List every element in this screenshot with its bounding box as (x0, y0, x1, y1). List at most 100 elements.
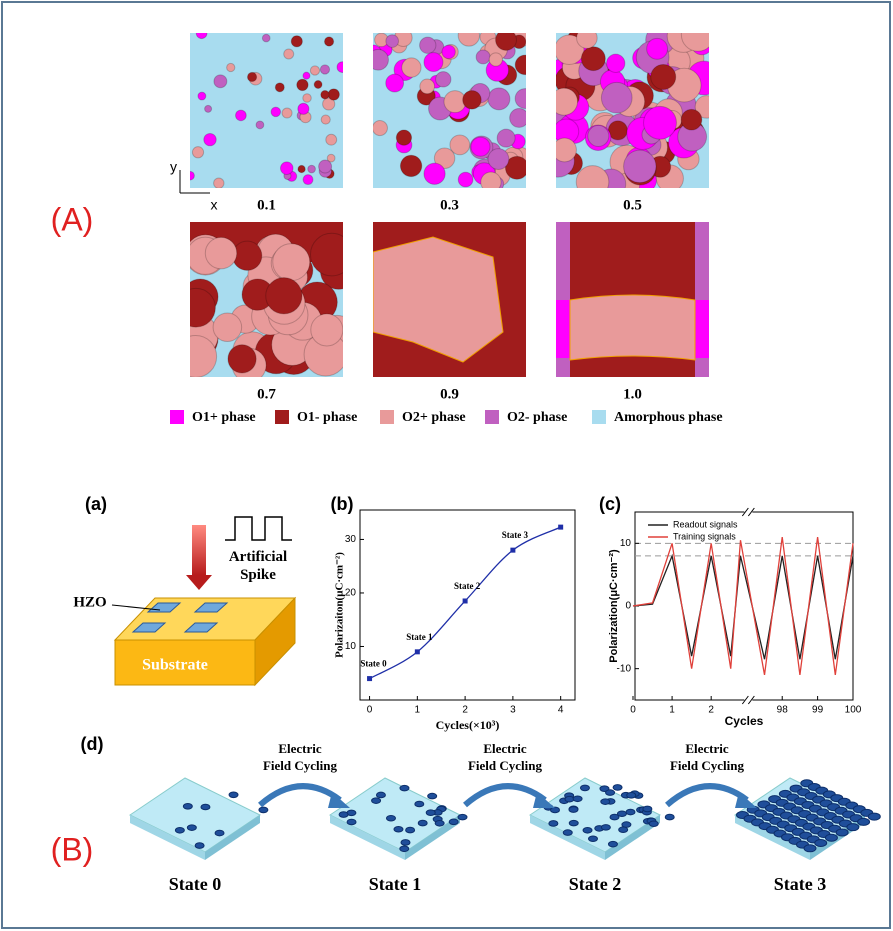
image-label: 0.3 (440, 197, 459, 213)
domain (568, 819, 579, 827)
grain (514, 54, 526, 76)
grain (320, 90, 330, 100)
x-tick-label: 4 (558, 705, 564, 716)
grain (272, 243, 311, 282)
simulation-image (190, 33, 343, 188)
state-label: State 3 (774, 874, 827, 894)
grain (646, 37, 669, 60)
y-tick-label: 0 (625, 601, 631, 612)
domain (579, 784, 590, 792)
domain (607, 840, 618, 848)
simulation-image (556, 222, 709, 377)
domain (434, 819, 445, 827)
y-tick-label: 10 (620, 538, 632, 549)
grain (204, 104, 213, 113)
arrow-head (328, 792, 350, 808)
domain (846, 823, 860, 832)
legend-label: O2- phase (507, 410, 567, 425)
x-tick-label: 0 (367, 705, 373, 716)
domain (399, 845, 410, 853)
arrow-text: Electric Field Cycling (263, 741, 338, 773)
domain (835, 828, 849, 837)
grain (213, 177, 225, 188)
simulation-image (373, 33, 526, 188)
grain (575, 165, 610, 188)
grain (326, 153, 336, 163)
grain (302, 93, 312, 103)
domain (609, 813, 620, 821)
domain (612, 784, 623, 791)
y-tick-label: -10 (617, 663, 632, 674)
annotation: State 2 (454, 581, 481, 591)
image-label: 0.7 (257, 386, 276, 402)
grain (623, 149, 657, 184)
domain (642, 805, 653, 813)
grain (385, 73, 405, 93)
y-axis-label: Polarization(μC·cm⁻²) (608, 549, 620, 663)
x-axis-label: Cycles (725, 714, 764, 728)
grain (423, 52, 444, 73)
legend-swatch (592, 410, 606, 424)
legend-label: Amorphous phase (614, 410, 723, 425)
grain (261, 33, 271, 43)
arrow-head (533, 792, 555, 808)
domain (258, 806, 269, 814)
domain (605, 789, 616, 796)
grain (246, 71, 258, 83)
x-tick-label: 99 (812, 705, 824, 716)
axis-name: x (211, 197, 218, 213)
grain (395, 129, 413, 146)
arrow-head (735, 792, 757, 808)
domain (549, 806, 560, 814)
substrate-side (130, 815, 205, 860)
grain (441, 44, 456, 60)
domain (400, 839, 411, 846)
domain (194, 842, 205, 849)
panel-label: (B) (51, 831, 94, 867)
point (367, 676, 373, 682)
grain (373, 48, 389, 71)
grain (319, 64, 331, 75)
grain (693, 300, 709, 358)
grain (297, 164, 306, 174)
grain (495, 33, 517, 51)
grain (569, 294, 696, 361)
legend-swatch (485, 410, 499, 424)
device-schematic (111, 516, 297, 687)
domain (600, 798, 611, 805)
legend-label: Readout signals (673, 519, 738, 529)
y-tick-label: 30 (345, 534, 357, 545)
grain (373, 236, 504, 363)
domain (572, 795, 583, 803)
x-tick-label: 2 (462, 705, 468, 716)
panel-label: (c) (599, 494, 621, 514)
grain (227, 344, 257, 374)
grain (226, 62, 236, 73)
state-label: State 2 (569, 874, 622, 894)
grain (313, 80, 323, 89)
substrate-side (330, 815, 405, 860)
grain (606, 53, 626, 73)
break-mark (741, 695, 749, 705)
line (632, 553, 854, 660)
domain (824, 833, 838, 842)
domain (174, 826, 185, 834)
grain (680, 33, 709, 52)
domain (182, 803, 193, 810)
image-label: 0.5 (623, 197, 642, 213)
grain (385, 34, 399, 48)
break-mark (747, 695, 755, 705)
grain (190, 287, 216, 328)
grain (320, 114, 331, 125)
break-gap (744, 508, 753, 516)
annotation: State 3 (502, 530, 529, 540)
domain (803, 844, 817, 853)
domain (814, 839, 828, 848)
grain (509, 107, 526, 128)
grain (203, 132, 217, 147)
domain (457, 813, 468, 821)
grain (580, 46, 606, 72)
grain (323, 36, 335, 47)
grain (195, 33, 208, 40)
grain (309, 232, 343, 277)
